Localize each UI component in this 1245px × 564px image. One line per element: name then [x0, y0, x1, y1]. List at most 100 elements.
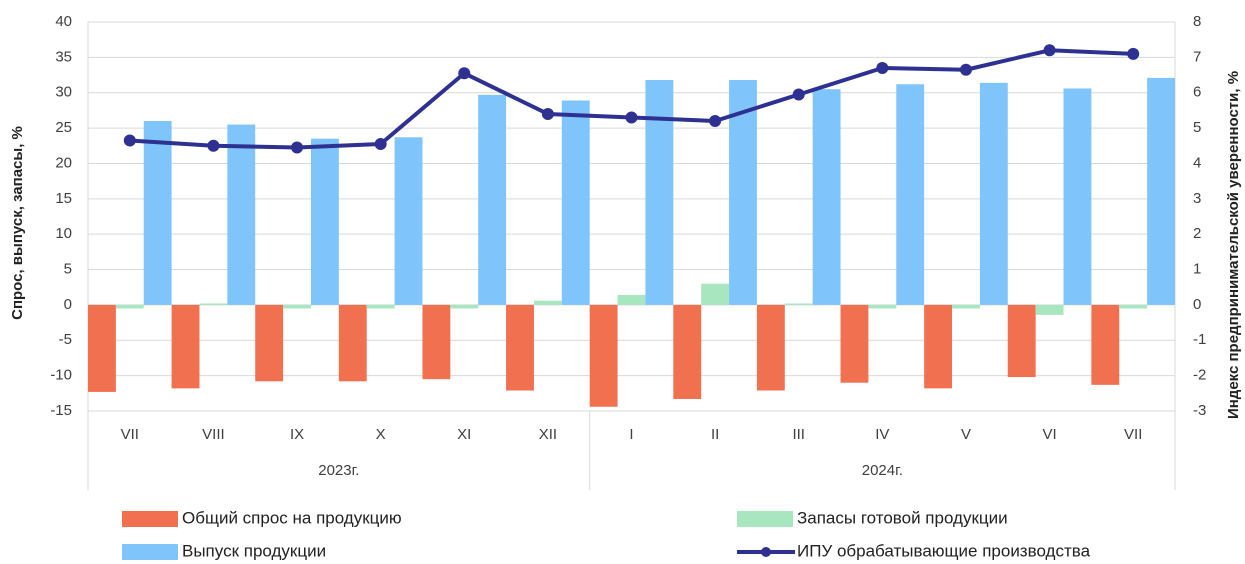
- bar: [896, 84, 925, 305]
- bar: [227, 124, 256, 305]
- bar: [338, 304, 367, 382]
- bar: [1063, 88, 1092, 305]
- bar: [645, 79, 674, 305]
- y2-tick-label: 3: [1193, 190, 1201, 207]
- y-tick-label: 30: [55, 84, 72, 101]
- y-tick-label: 5: [64, 261, 72, 278]
- x-tick-label: IX: [290, 426, 304, 443]
- bar: [924, 304, 953, 389]
- line-point: [1127, 47, 1140, 60]
- line-point: [123, 134, 136, 147]
- bar: [840, 304, 869, 383]
- line-point: [876, 61, 889, 74]
- bar: [868, 304, 897, 309]
- x-tick-label: I: [629, 426, 633, 443]
- bar: [701, 283, 730, 305]
- x-tick-label: VIII: [202, 426, 225, 443]
- bar: [1007, 304, 1036, 378]
- y2-tick-label: 4: [1193, 154, 1201, 171]
- y-tick-label: 10: [55, 225, 72, 242]
- y-tick-label: 35: [55, 48, 72, 65]
- y2-tick-label: -2: [1193, 367, 1206, 384]
- legend-swatch: [737, 511, 793, 527]
- y2-tick-label: 1: [1193, 261, 1201, 278]
- line-point: [291, 141, 304, 154]
- bar: [366, 304, 395, 309]
- x-tick-label: XII: [539, 426, 557, 443]
- bar: [506, 304, 534, 391]
- y-tick-label: 20: [55, 154, 72, 171]
- bar: [1091, 304, 1120, 385]
- bar: [115, 304, 144, 309]
- line-point: [792, 88, 805, 101]
- bar: [1035, 304, 1064, 315]
- bar: [561, 100, 590, 305]
- bar: [784, 303, 813, 305]
- x-tick-label: II: [711, 426, 719, 443]
- line-point: [458, 67, 471, 80]
- bar: [283, 304, 311, 309]
- bar: [756, 304, 785, 391]
- bar: [533, 300, 562, 305]
- x-tick-label: VI: [1042, 426, 1056, 443]
- y2-tick-label: 5: [1193, 119, 1201, 136]
- legend-label: Общий спрос на продукцию: [182, 508, 402, 527]
- bar: [171, 304, 200, 389]
- x-tick-label: III: [792, 426, 805, 443]
- y2-axis-title: Индекс предпринимательской уверенности, …: [1225, 71, 1242, 419]
- legend-swatch: [122, 511, 178, 527]
- bar: [422, 304, 451, 380]
- bar: [310, 138, 339, 305]
- y2-tick-label: 0: [1193, 296, 1201, 313]
- y-tick-label: -5: [59, 331, 72, 348]
- line-point: [625, 111, 638, 124]
- line-point: [1043, 44, 1056, 57]
- legend-swatch: [761, 547, 771, 557]
- x-tick-label: X: [376, 426, 386, 443]
- y2-tick-label: 7: [1193, 48, 1201, 65]
- y-tick-label: -10: [50, 367, 72, 384]
- x-tick-label: XI: [457, 426, 471, 443]
- bar: [394, 137, 423, 305]
- y2-tick-label: -1: [1193, 331, 1206, 348]
- y-tick-label: -15: [50, 402, 72, 419]
- y-tick-label: 0: [64, 296, 72, 313]
- bar: [1147, 77, 1175, 305]
- y-axis-title: Спрос, выпуск, запасы, %: [9, 126, 26, 320]
- bar: [478, 94, 507, 305]
- bar: [673, 304, 702, 399]
- y2-tick-label: 6: [1193, 84, 1201, 101]
- y-tick-label: 15: [55, 190, 72, 207]
- bar: [199, 303, 228, 305]
- legend-label: ИПУ обрабатывающие производства: [797, 541, 1091, 560]
- y2-tick-label: 2: [1193, 225, 1201, 242]
- y2-tick-label: -3: [1193, 402, 1206, 419]
- x-tick-label: V: [961, 426, 971, 443]
- bar: [450, 304, 479, 309]
- line-point: [709, 115, 722, 128]
- bar: [729, 79, 757, 305]
- bar: [812, 89, 841, 305]
- bar: [88, 304, 116, 392]
- bar: [255, 304, 284, 382]
- y-tick-label: 25: [55, 119, 72, 136]
- bar: [143, 121, 172, 305]
- legend-label: Выпуск продукции: [182, 541, 326, 560]
- bar: [952, 304, 980, 309]
- bar: [1119, 304, 1148, 309]
- group-label: 2023г.: [318, 462, 359, 479]
- bar: [979, 82, 1008, 305]
- line-point: [959, 63, 972, 76]
- legend-label: Запасы готовой продукции: [797, 508, 1008, 527]
- bar: [617, 295, 646, 305]
- x-tick-label: VII: [1124, 426, 1142, 443]
- group-label: 2024г.: [862, 462, 903, 479]
- legend-swatch: [122, 544, 178, 560]
- line-point: [541, 107, 554, 120]
- line-point: [374, 138, 387, 151]
- x-tick-label: VII: [121, 426, 139, 443]
- y-tick-label: 40: [55, 13, 72, 30]
- bar: [589, 304, 618, 407]
- x-tick-label: IV: [875, 426, 889, 443]
